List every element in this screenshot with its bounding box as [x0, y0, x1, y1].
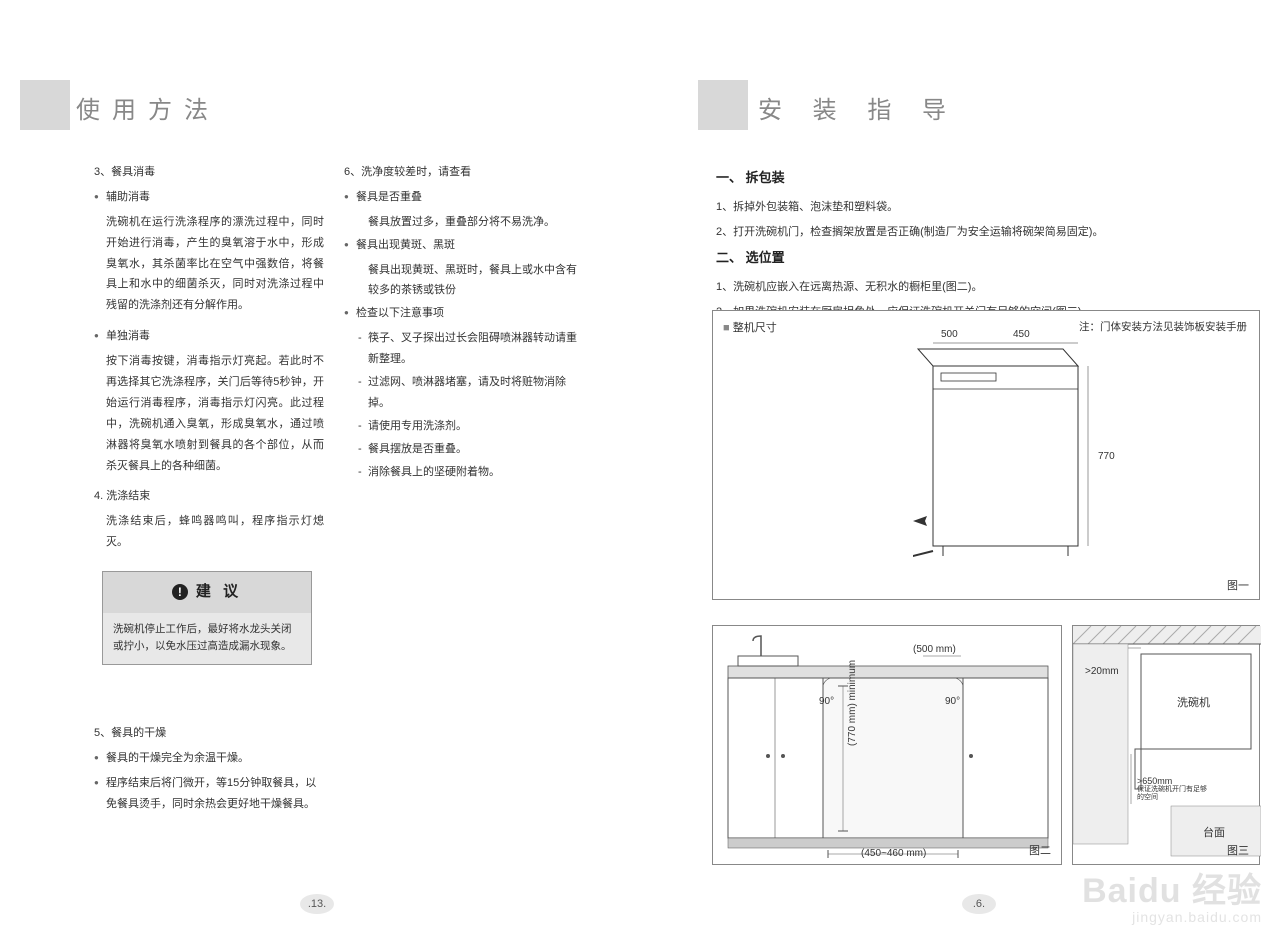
- section-6-heading: 6、洗净度较差时，请查看: [344, 162, 584, 183]
- column-1: 3、餐具消毒 辅助消毒 洗碗机在运行洗涤程序的漂洗过程中，同时开始进行消毒，产生…: [94, 162, 324, 819]
- fig3-counter: 台面: [1203, 824, 1225, 840]
- fig1-dim-770: 770: [1098, 451, 1115, 462]
- page-number-right: .6.: [962, 894, 996, 914]
- dishwasher-diagram: [913, 341, 1113, 571]
- fig1-dim-450: 450: [1013, 329, 1030, 340]
- para-wash-end: 洗涤结束后，蜂鸣器鸣叫，程序指示灯熄灭。: [94, 511, 324, 553]
- section-3-heading: 3、餐具消毒: [94, 162, 324, 183]
- page-right: 安 装 指 导 一、 拆包装 1、拆掉外包装箱、泡沫垫和塑料袋。 2、打开洗碗机…: [640, 0, 1280, 946]
- page-title-right: 安 装 指 导: [758, 90, 958, 125]
- fig2-angle-l: 90°: [819, 696, 834, 707]
- bullet-aux-disinfect: 辅助消毒: [94, 187, 324, 208]
- fig2-angle-r: 90°: [945, 696, 960, 707]
- fig1-title: 整机尺寸: [723, 319, 777, 335]
- bullet-dry-2: 程序结束后将门微开，等15分钟取餐具，以免餐具烫手，同时余热会更好地干燥餐具。: [94, 773, 324, 815]
- advice-title: 建 议: [196, 578, 242, 607]
- fig2-label: 图二: [1029, 842, 1051, 858]
- fig3-gap-bottom: >650mm: [1137, 776, 1172, 786]
- fig2-dim-bottom: (450~460 mm): [861, 848, 926, 859]
- check-item-3: 请使用专用洗涤剂。: [344, 416, 584, 437]
- exclamation-icon: !: [172, 584, 188, 600]
- fig3-dw-label: 洗碗机: [1177, 694, 1210, 710]
- column-2: 6、洗净度较差时，请查看 餐具是否重叠 餐具放置过多，重叠部分将不易洗净。 餐具…: [344, 162, 584, 484]
- check-item-1: 筷子、叉子探出过长会阻碍喷淋器转动请重新整理。: [344, 328, 584, 370]
- page-number-left: .13.: [300, 894, 334, 914]
- section-unpack-heading: 一、 拆包装: [716, 166, 1256, 191]
- figure-1: 整机尺寸 注：门体安装方法见装饰板安装手册 图一 500 450 770: [712, 310, 1260, 600]
- fig1-dim-500: 500: [941, 329, 958, 340]
- column-3: 一、 拆包装 1、拆掉外包装箱、泡沫垫和塑料袋。 2、打开洗碗机门，检查搁架放置…: [716, 162, 1256, 327]
- position-line-1: 1、洗碗机应嵌入在远离热源、无积水的橱柜里(图二)。: [716, 277, 1256, 298]
- para-solo-disinfect: 按下消毒按键，消毒指示灯亮起。若此时不再选择其它洗涤程序，关门后等待5秒钟，开始…: [94, 351, 324, 476]
- bullet-overlap: 餐具是否重叠: [344, 187, 584, 208]
- section-4-heading: 4. 洗涤结束: [94, 486, 324, 507]
- unpack-line-1: 1、拆掉外包装箱、泡沫垫和塑料袋。: [716, 197, 1256, 218]
- fig3-label: 图三: [1227, 842, 1249, 858]
- check-item-4: 餐具摆放是否重叠。: [344, 439, 584, 460]
- figure-3: >20mm 洗碗机 >650mm 保证洗碗机开门有足够的空间 台面 图三: [1072, 625, 1260, 865]
- figure-2: (500 mm) 90° 90° (770 mm) minimum (450~4…: [712, 625, 1062, 865]
- fig2-dim-top: (500 mm): [913, 644, 956, 655]
- fig2-dim-left: (770 mm) minimum: [847, 646, 858, 746]
- watermark: Baidu 经验 jingyan.baidu.com: [1082, 874, 1262, 924]
- corner-diagram: [1073, 626, 1261, 866]
- section-5-heading: 5、餐具的干燥: [94, 723, 324, 744]
- fig3-gap-top: >20mm: [1085, 666, 1119, 677]
- fig1-note: 注：门体安装方法见装饰板安装手册: [1079, 319, 1247, 334]
- cabinet-diagram: [713, 626, 1063, 866]
- bullet-dry-1: 餐具的干燥完全为余温干燥。: [94, 748, 324, 769]
- advice-box: ! 建 议 洗碗机停止工作后，最好将水龙头关闭或拧小，以免水压过高造成漏水现象。: [102, 571, 312, 665]
- bullet-solo-disinfect: 单独消毒: [94, 326, 324, 347]
- page-left: 使用方法 3、餐具消毒 辅助消毒 洗碗机在运行洗涤程序的漂洗过程中，同时开始进行…: [0, 0, 640, 946]
- header-accent-right: [698, 80, 748, 130]
- unpack-line-2: 2、打开洗碗机门，检查搁架放置是否正确(制造厂为安全运输将碗架简易固定)。: [716, 222, 1256, 243]
- section-position-heading: 二、 选位置: [716, 246, 1256, 271]
- sub-overlap: 餐具放置过多，重叠部分将不易洗净。: [344, 212, 584, 233]
- advice-body: 洗碗机停止工作后，最好将水龙头关闭或拧小，以免水压过高造成漏水现象。: [103, 613, 311, 665]
- header-accent: [20, 80, 70, 130]
- check-item-2: 过滤网、喷淋器堵塞，请及时将赃物消除掉。: [344, 372, 584, 414]
- advice-header: ! 建 议: [103, 572, 311, 613]
- para-aux-disinfect: 洗碗机在运行洗涤程序的漂洗过程中，同时开始进行消毒，产生的臭氧溶于水中，形成臭氧…: [94, 212, 324, 316]
- watermark-sub: jingyan.baidu.com: [1082, 910, 1262, 924]
- watermark-main: Baidu 经验: [1082, 872, 1262, 910]
- page-title-left: 使用方法: [76, 90, 220, 125]
- bullet-check: 检查以下注意事项: [344, 303, 584, 324]
- check-item-5: 消除餐具上的坚硬附着物。: [344, 462, 584, 483]
- bullet-stain: 餐具出现黄斑、黑斑: [344, 235, 584, 256]
- fig3-gap-note: 保证洗碗机开门有足够的空间: [1137, 786, 1207, 803]
- fig1-label: 图一: [1227, 577, 1249, 593]
- sub-stain: 餐具出现黄斑、黑斑时，餐具上或水中含有较多的茶锈或铁份: [344, 260, 584, 302]
